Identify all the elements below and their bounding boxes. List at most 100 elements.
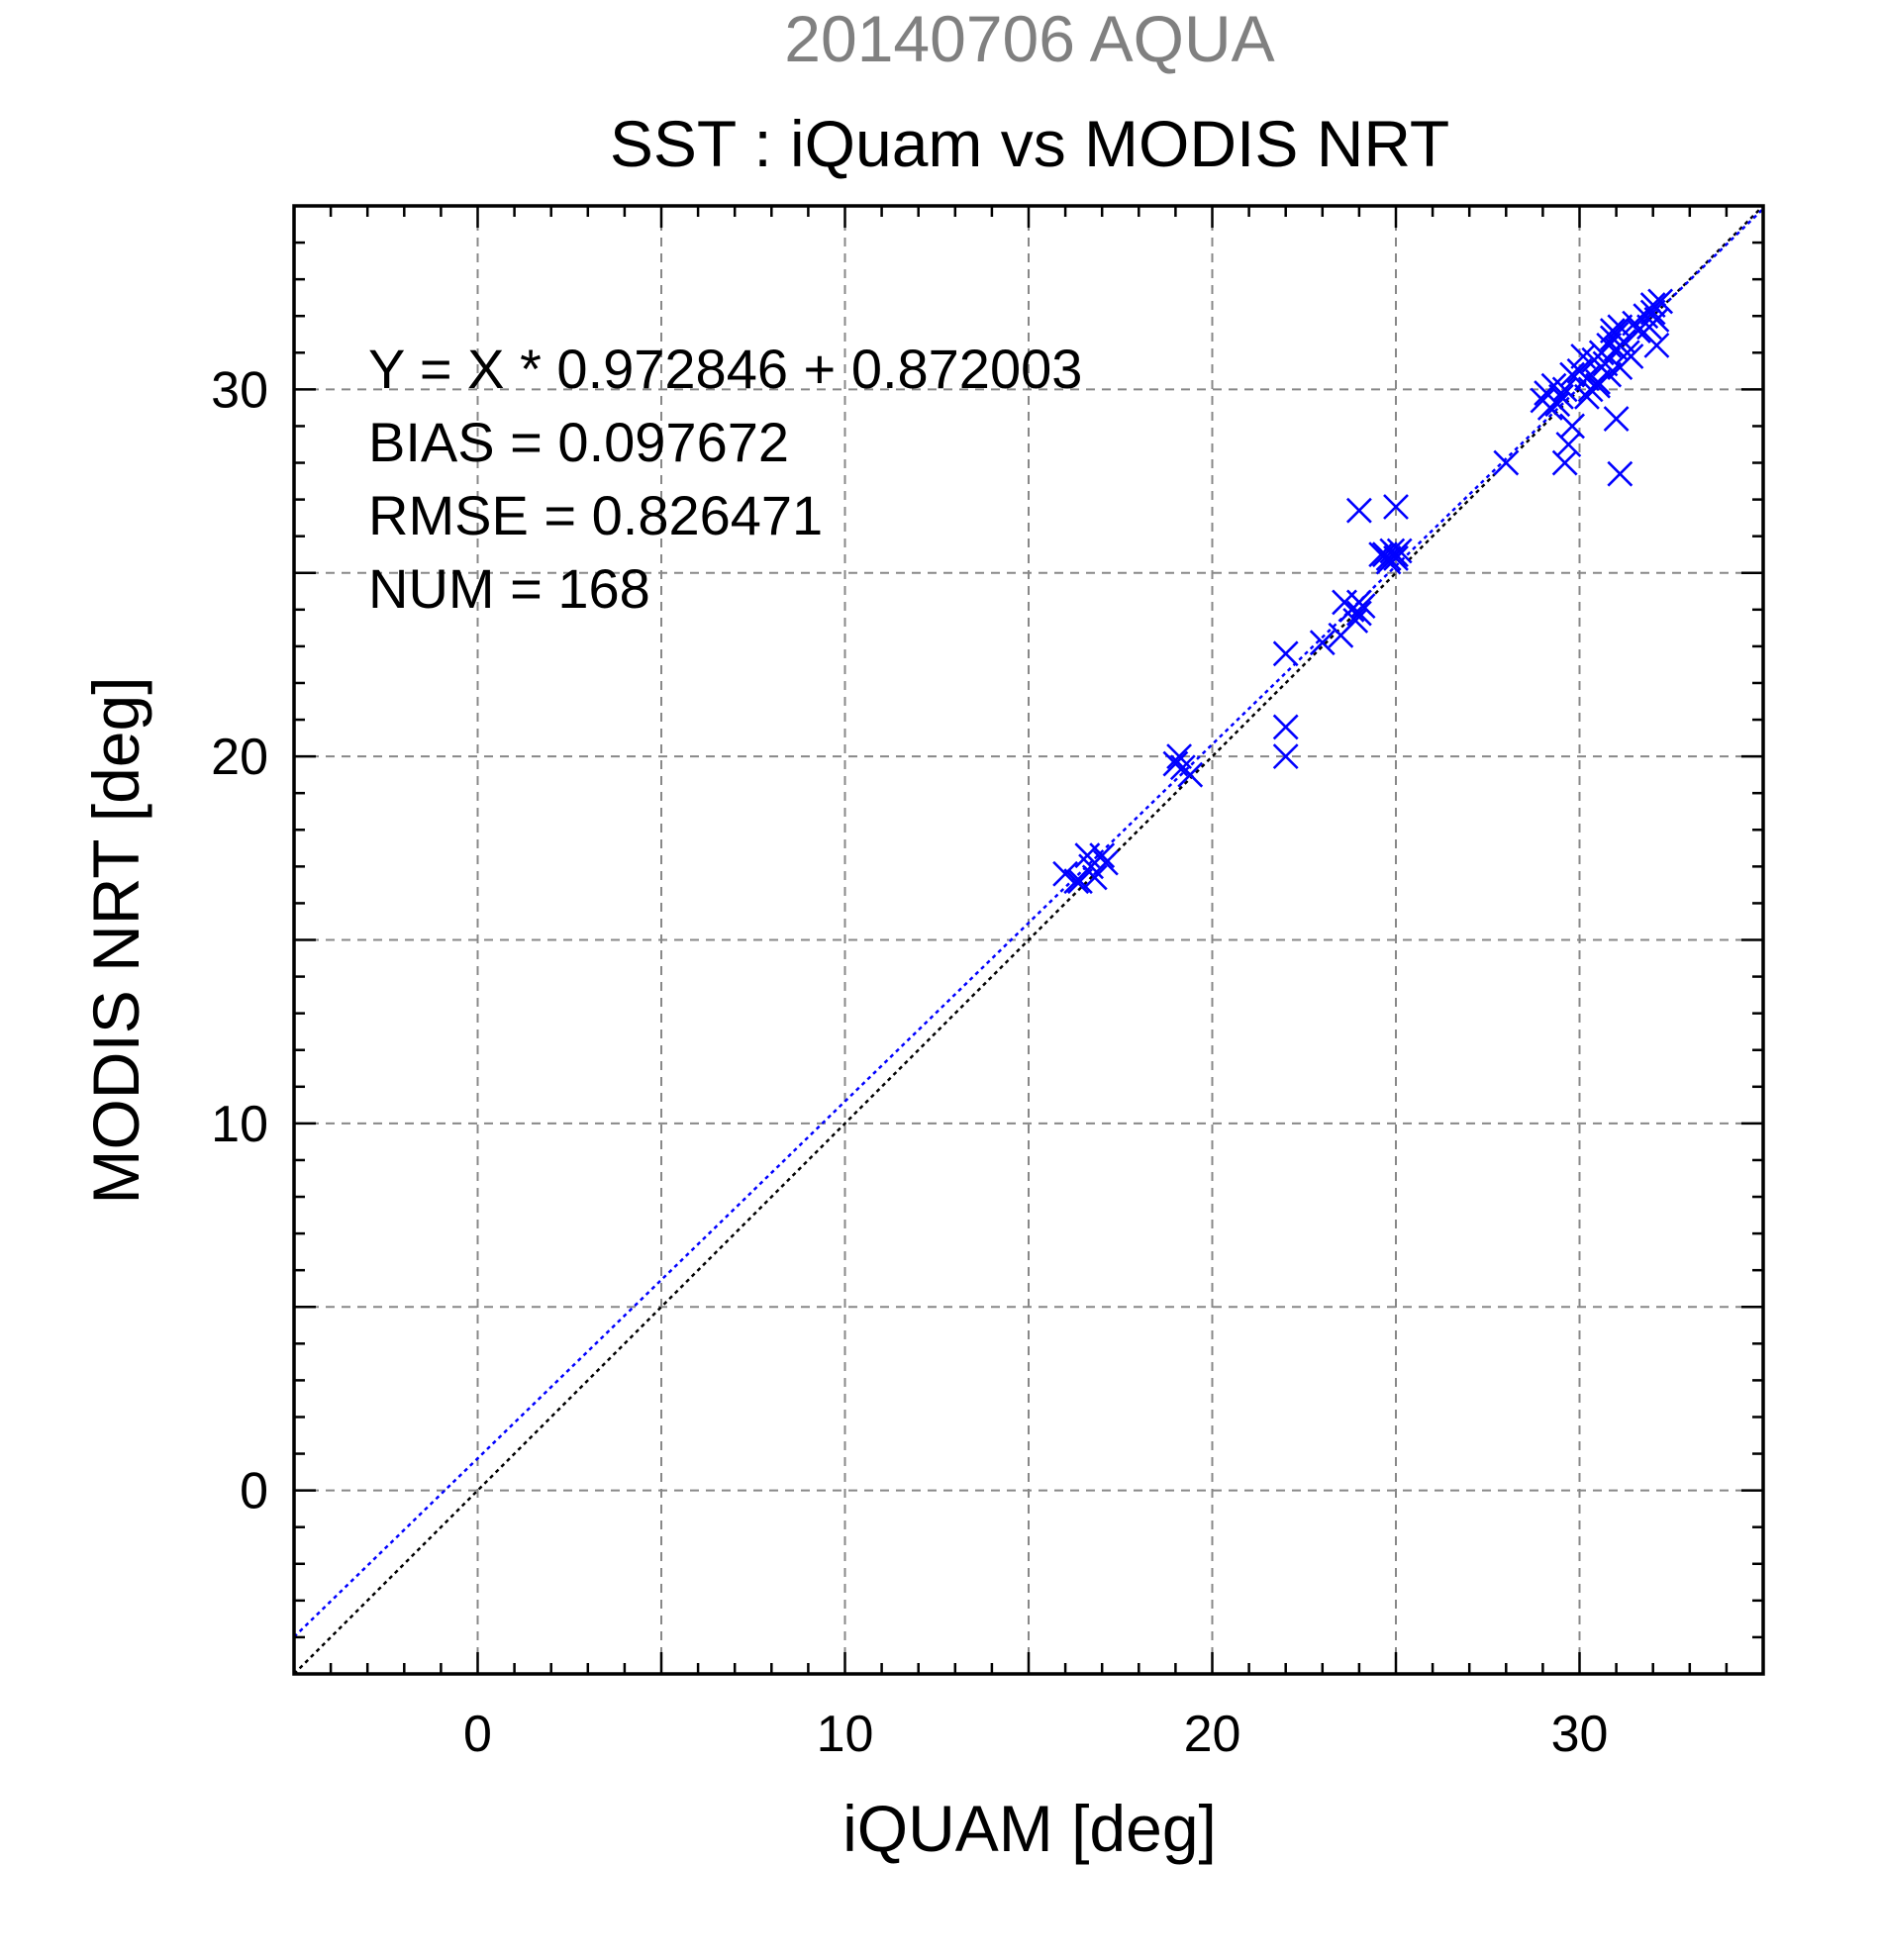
data-point — [1345, 600, 1372, 627]
data-point-stroke — [1570, 343, 1597, 369]
data-point-stroke — [1063, 868, 1090, 895]
data-point-stroke — [1607, 460, 1634, 487]
y-tick-label: 20 — [211, 729, 268, 786]
data-point-stroke — [1383, 545, 1409, 571]
data-point — [1559, 413, 1585, 440]
data-point — [1063, 868, 1090, 895]
regression-equation: Y = X * 0.972846 + 0.872003 — [368, 338, 1082, 400]
data-point-stroke — [1081, 864, 1108, 891]
data-point — [1383, 494, 1409, 520]
x-tick-label: 10 — [817, 1706, 874, 1763]
data-point-stroke — [1636, 314, 1662, 341]
data-point-stroke — [1577, 376, 1604, 403]
rmse-value: RMSE = 0.826471 — [368, 484, 823, 546]
data-markers — [1052, 288, 1674, 895]
x-tick-label: 0 — [463, 1706, 492, 1763]
x-axis-label: iQUAM [deg] — [842, 1792, 1217, 1865]
data-point-stroke — [1559, 361, 1585, 388]
data-point-stroke — [1639, 292, 1666, 319]
data-point — [1643, 332, 1670, 358]
data-point — [1493, 449, 1520, 476]
x-tick-label: 30 — [1551, 1706, 1609, 1763]
chart-title: SST : iQuam vs MODIS NRT — [610, 107, 1449, 180]
data-point — [1383, 541, 1409, 568]
data-point-stroke — [1067, 868, 1093, 895]
data-point — [1639, 299, 1666, 326]
data-point — [1603, 406, 1630, 432]
y-tick-label: 0 — [240, 1463, 268, 1520]
data-point — [1603, 321, 1630, 347]
data-point-stroke — [1647, 288, 1674, 315]
data-point-stroke — [1345, 497, 1372, 524]
data-point-stroke — [1555, 432, 1582, 457]
data-point-stroke — [1603, 321, 1630, 347]
data-point-stroke — [1643, 332, 1670, 358]
data-point — [1345, 497, 1372, 524]
plot-area-frame — [292, 204, 1765, 1676]
data-point — [1067, 868, 1093, 895]
data-point-stroke — [1272, 714, 1299, 740]
data-point-stroke — [1639, 299, 1666, 326]
data-point-stroke — [1166, 743, 1193, 770]
data-point-stroke — [1603, 406, 1630, 432]
data-point-stroke — [1092, 849, 1119, 876]
data-point — [1272, 640, 1299, 667]
fit-lines — [293, 205, 1764, 1675]
y-tick-label: 10 — [211, 1096, 268, 1153]
data-point-stroke — [1375, 545, 1402, 571]
data-point-stroke — [1592, 350, 1619, 377]
data-point-stroke — [1272, 640, 1299, 667]
data-point — [1639, 292, 1666, 319]
identity-line — [293, 205, 1764, 1675]
data-point-stroke — [1177, 761, 1204, 788]
data-point-stroke — [1052, 860, 1079, 887]
data-point — [1551, 449, 1578, 476]
data-point — [1574, 383, 1600, 410]
data-point — [1345, 589, 1372, 616]
data-point — [1375, 545, 1402, 571]
data-point-stroke — [1345, 589, 1372, 616]
data-point — [1555, 432, 1582, 457]
data-point — [1177, 761, 1204, 788]
data-point — [1089, 842, 1116, 869]
data-point — [1636, 314, 1662, 341]
data-point-stroke — [1596, 332, 1623, 358]
data-point — [1162, 750, 1189, 777]
data-point-stroke — [1162, 750, 1189, 777]
grid-lines — [294, 206, 1763, 1674]
data-point-stroke — [1618, 343, 1644, 369]
data-point-stroke — [1551, 449, 1578, 476]
data-point — [1272, 714, 1299, 740]
data-point — [1383, 545, 1409, 571]
data-point — [1540, 372, 1567, 399]
data-point-stroke — [1383, 494, 1409, 520]
data-point-stroke — [1574, 383, 1600, 410]
data-point-stroke — [1559, 413, 1585, 440]
data-point — [1309, 630, 1336, 656]
data-point-stroke — [1548, 383, 1574, 410]
regression-line — [293, 208, 1764, 1638]
x-tick-label: 20 — [1184, 1706, 1241, 1763]
tick-labels: 0 0 10 10 20 20 30 30 — [211, 361, 1608, 1763]
data-point-stroke — [1345, 600, 1372, 627]
data-point — [1052, 860, 1079, 887]
axis-ticks — [292, 204, 1765, 1676]
data-point-stroke — [1089, 842, 1116, 869]
data-point-stroke — [1342, 608, 1369, 634]
chart-date-label: 20140706 AQUA — [784, 2, 1274, 75]
data-point — [1272, 743, 1299, 770]
data-point-stroke — [1309, 630, 1336, 656]
data-point-stroke — [1493, 449, 1520, 476]
y-tick-label: 30 — [211, 361, 268, 419]
data-point — [1559, 361, 1585, 388]
data-point — [1618, 343, 1644, 369]
data-point — [1577, 376, 1604, 403]
bias-value: BIAS = 0.097672 — [368, 411, 789, 473]
data-point — [1607, 460, 1634, 487]
data-point-stroke — [1574, 365, 1600, 392]
data-point — [1092, 849, 1119, 876]
stats-box: Y = X * 0.972846 + 0.872003 BIAS = 0.097… — [368, 338, 1082, 620]
data-point — [1548, 383, 1574, 410]
num-value: NUM = 168 — [368, 557, 650, 620]
